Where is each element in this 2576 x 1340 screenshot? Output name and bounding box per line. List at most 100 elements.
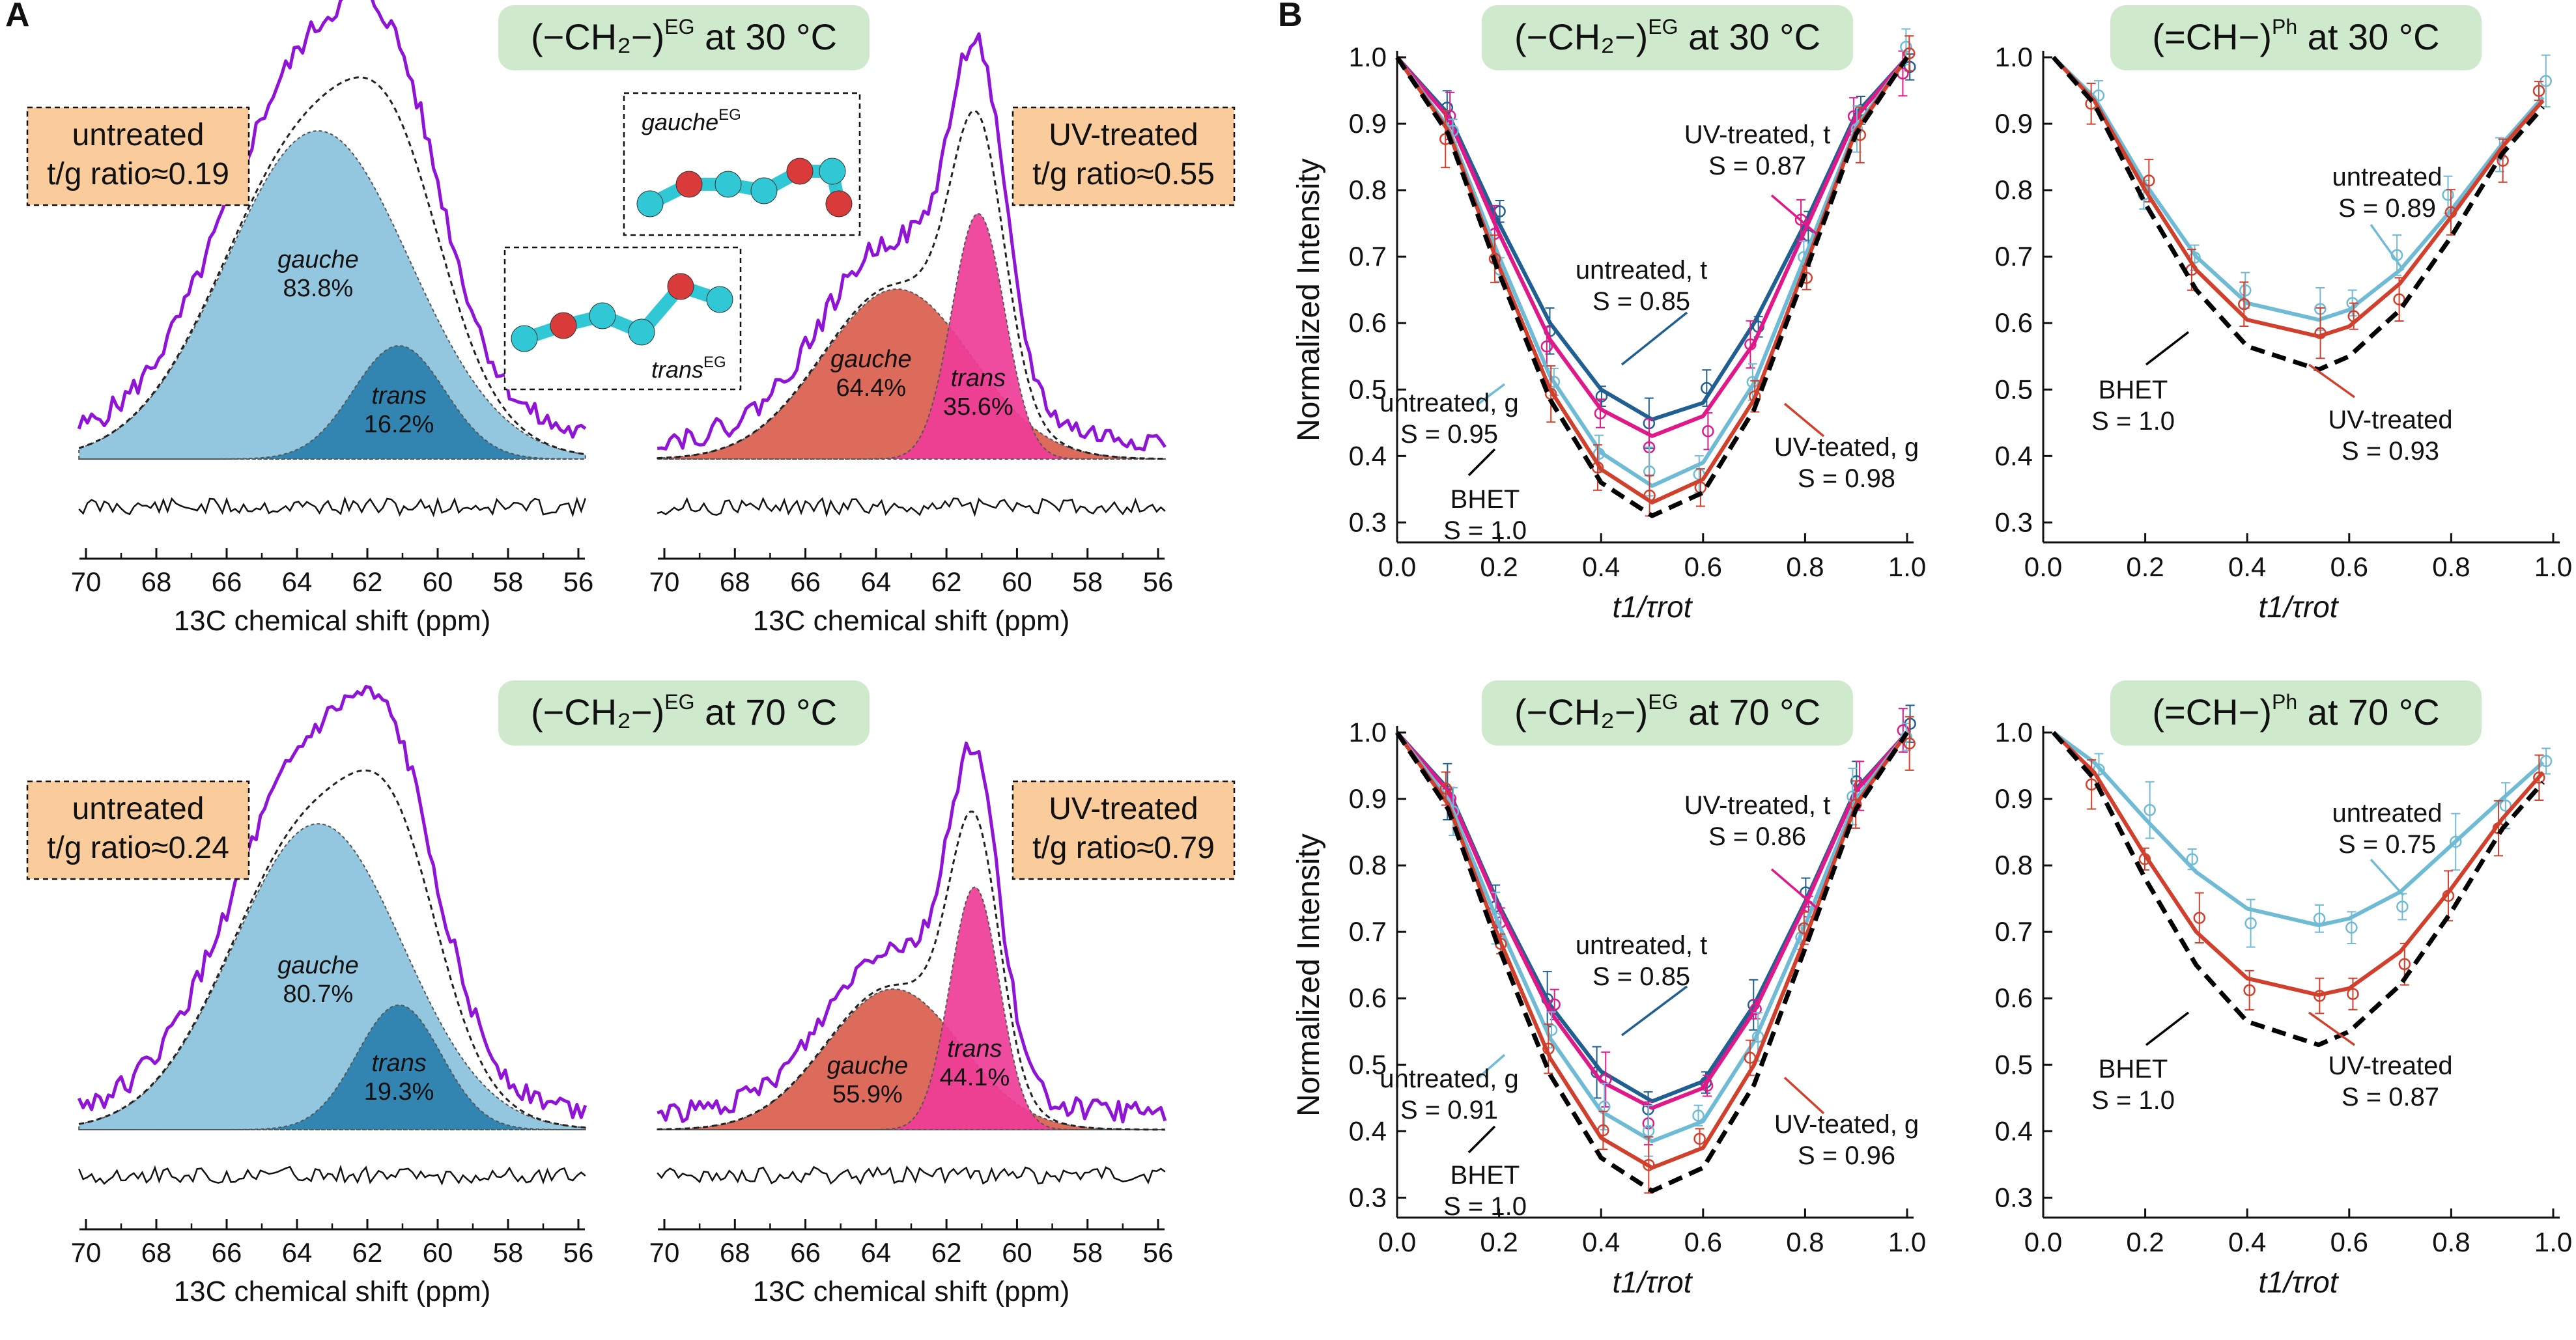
x-tick-label: 0.2 xyxy=(2126,1227,2164,1257)
inset-gauche-name: gauche xyxy=(642,109,718,135)
data-point xyxy=(2533,772,2545,784)
series-line-bhet xyxy=(1395,731,1909,1193)
title-b3-sup: EG xyxy=(1648,690,1678,714)
data-point xyxy=(1847,790,1859,803)
x-tick-label: 70 xyxy=(649,566,680,597)
series-line-uv_g xyxy=(1395,731,1909,1170)
trans-percent: 35.6% xyxy=(943,393,1013,421)
title-b2-text: (=CH−)Ph at 30 °C xyxy=(2152,15,2439,57)
carbon-atom xyxy=(589,302,616,329)
trans-area xyxy=(79,345,586,460)
oxygen-atom xyxy=(667,273,694,300)
title-a-top-main: (−CH₂−) xyxy=(531,16,664,57)
x-tick-label: 0.8 xyxy=(1786,1227,1824,1257)
x-tick-label: 0.4 xyxy=(2228,551,2266,582)
data-point xyxy=(2239,284,2252,297)
title-b1-text: (−CH₂−)EG at 30 °C xyxy=(1514,15,1820,57)
title-b1-sup: EG xyxy=(1648,15,1678,38)
label-uv-30-sample: UV-treated xyxy=(1049,118,1198,152)
series-label: UV-teated, g xyxy=(1774,1110,1919,1139)
carbon-atom xyxy=(628,318,655,346)
series-label: untreated xyxy=(2332,799,2442,828)
data-point xyxy=(2144,803,2156,817)
x-tick-label: 1.0 xyxy=(1888,1227,1926,1257)
data-point xyxy=(2314,990,2326,1002)
series-s-value: S = 0.87 xyxy=(1708,152,1806,180)
x-tick-label: 0.6 xyxy=(2330,1227,2368,1257)
y-tick-label: 0.5 xyxy=(1349,1049,1387,1080)
nmr-panel-a3: 70 68 66 64 62 60 58 56 13C chemical shift (ppm)… xyxy=(71,684,593,1307)
label-uv-70-sample: UV-treated xyxy=(1049,792,1198,826)
label-uv-30-bg xyxy=(1012,106,1236,206)
x-axis-label: 13C chemical shift (ppm) xyxy=(174,605,491,637)
title-a-bottom-main: (−CH₂−) xyxy=(531,691,664,733)
y-tick-label: 1.0 xyxy=(1349,717,1387,747)
series-s-value: S = 0.96 xyxy=(1798,1141,1895,1170)
x-axis-label: 13C chemical shift (ppm) xyxy=(753,605,1070,637)
x-tick-label: 60 xyxy=(423,1237,453,1268)
data-point xyxy=(1847,110,1860,122)
gauche-percent: 55.9% xyxy=(832,1081,903,1108)
data-point xyxy=(2532,85,2545,97)
x-axis-label: t1/τrot xyxy=(1612,590,1693,624)
data-point xyxy=(1744,338,1757,351)
y-axis-label: Normalized Intensity xyxy=(1292,158,1326,441)
data-point xyxy=(1597,1124,1609,1137)
title-b3-main: (−CH₂−) xyxy=(1514,691,1648,733)
series-line-untreated_g xyxy=(2052,731,2545,927)
data-point xyxy=(1542,1042,1555,1055)
y-tick-label: 0.3 xyxy=(1995,1182,2033,1212)
series-s-value: S = 0.91 xyxy=(1400,1096,1498,1124)
trans-label: trans xyxy=(371,1050,426,1077)
y-tick-label: 0.7 xyxy=(1995,241,2033,272)
series-label: BHET xyxy=(2099,376,2168,404)
data-point xyxy=(1548,998,1561,1011)
carbon-atom xyxy=(715,171,742,198)
series-line-uv_g xyxy=(2052,55,2545,339)
gauche-percent: 80.7% xyxy=(283,981,354,1008)
title-a-bottom-bg xyxy=(498,680,870,746)
x-tick-label: 0.0 xyxy=(2024,551,2062,582)
x-tick-label: 66 xyxy=(212,566,242,597)
title-b4-main: (=CH−) xyxy=(2152,691,2272,733)
data-point xyxy=(1744,1052,1757,1064)
x-tick-label: 68 xyxy=(720,1237,750,1268)
x-tick-label: 64 xyxy=(860,1237,891,1268)
data-point xyxy=(2138,853,2151,865)
series-label: untreated xyxy=(2332,163,2442,191)
label-uv-70-bg xyxy=(1012,780,1236,880)
x-tick-label: 0.0 xyxy=(1378,551,1416,582)
x-tick-label: 68 xyxy=(141,566,172,597)
annotation-leader xyxy=(2145,1011,2190,1046)
x-tick-label: 60 xyxy=(1002,1237,1032,1268)
series-s-value: S = 0.75 xyxy=(2338,830,2436,859)
x-tick-label: 64 xyxy=(282,566,313,597)
x-axis-label: t1/τrot xyxy=(1612,1265,1693,1299)
gauche-label: gauche xyxy=(277,246,359,273)
data-point xyxy=(1794,214,1807,226)
series-label: UV-treated xyxy=(2328,406,2452,434)
data-point xyxy=(2540,755,2553,768)
data-point xyxy=(2450,835,2462,848)
inset-gauche-sup: EG xyxy=(718,106,741,124)
annotation-leader xyxy=(2308,363,2356,398)
y-tick-label: 0.4 xyxy=(1349,1115,1387,1146)
trans-area xyxy=(79,1004,586,1130)
title-b1-bg xyxy=(1482,5,1853,70)
title-b3-tail: at 70 °C xyxy=(1678,691,1821,733)
y-tick-label: 0.4 xyxy=(1349,440,1387,471)
panel-a-letter: A xyxy=(5,0,30,34)
experimental-spectrum xyxy=(657,32,1167,452)
series-line-untreated_g xyxy=(1395,56,1909,488)
gauche-percent: 83.8% xyxy=(283,275,354,302)
series-s-value: S = 0.98 xyxy=(1798,464,1895,493)
x-tick-label: 60 xyxy=(423,566,453,597)
x-tick-label: 70 xyxy=(71,566,102,597)
title-a-bottom-tail: at 70 °C xyxy=(695,691,838,733)
title-b1-main: (−CH₂−) xyxy=(1514,16,1648,57)
series-label: UV-treated xyxy=(2328,1052,2452,1080)
annotation-leader xyxy=(1621,311,1688,366)
label-untreated-70-bg xyxy=(26,780,250,880)
data-point xyxy=(2444,206,2457,219)
annotation-leader xyxy=(1783,1076,1825,1115)
